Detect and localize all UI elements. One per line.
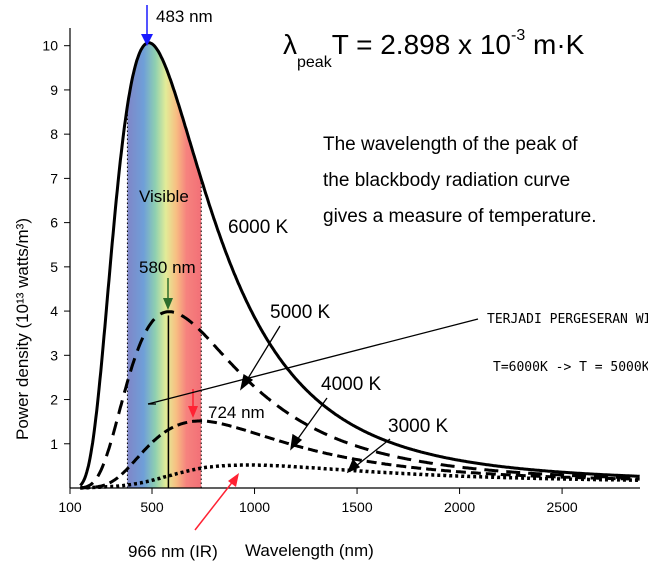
label-3000k: 3000 K bbox=[388, 416, 449, 437]
y-tick-label: 4 bbox=[50, 303, 58, 319]
note-pointer-line bbox=[147, 318, 479, 405]
x-tick-label: 2000 bbox=[444, 499, 475, 515]
note-line-1: TERJADI PERGESERAN WIEN bbox=[487, 312, 648, 327]
peak-label-580: 580 nm bbox=[139, 258, 196, 277]
label-6000k: 6000 K bbox=[228, 217, 289, 238]
y-tick-label: 9 bbox=[50, 82, 58, 98]
formula-unit: m·K bbox=[525, 29, 584, 60]
note-line-2: T=6000K -> T = 5000K bbox=[493, 360, 648, 375]
series-3000k bbox=[80, 463, 640, 490]
y-axis-label: Power density (10¹³ watts/m³) bbox=[13, 218, 32, 440]
y-ticks: 1 2 3 4 5 6 7 8 9 10 bbox=[42, 38, 70, 452]
peak-label-724: 724 nm bbox=[208, 403, 265, 422]
formula-lambda: λ bbox=[283, 29, 297, 60]
series-6000k bbox=[79, 41, 640, 487]
formula-body: T = 2.898 x 10 bbox=[332, 29, 511, 60]
y-tick-label: 6 bbox=[50, 215, 58, 231]
y-tick-label: 8 bbox=[50, 126, 58, 142]
peak-label-483: 483 nm bbox=[156, 7, 213, 26]
series-5000k bbox=[80, 310, 640, 490]
y-tick-label: 2 bbox=[50, 392, 58, 408]
label-5000k: 5000 K bbox=[270, 302, 331, 323]
x-axis-label: Wavelength (nm) bbox=[245, 541, 374, 560]
wien-formula: λpeakT = 2.898 x 10-3 m·K bbox=[283, 27, 585, 71]
y-tick-label: 1 bbox=[50, 436, 58, 452]
label-4000k: 4000 K bbox=[321, 374, 382, 395]
y-tick-label: 10 bbox=[42, 38, 58, 54]
visible-label: Visible bbox=[139, 187, 189, 206]
peak-label-966: 966 nm (IR) bbox=[128, 542, 218, 561]
y-tick-label: 7 bbox=[50, 170, 58, 186]
series-4000k bbox=[80, 419, 640, 490]
x-tick-label: 1000 bbox=[239, 499, 270, 515]
peak-marker-580 bbox=[163, 278, 173, 310]
peak-marker-483 bbox=[141, 5, 153, 46]
description-line-3: gives a measure of temperature. bbox=[323, 206, 597, 227]
x-tick-label: 1500 bbox=[341, 499, 372, 515]
x-tick-label: 100 bbox=[58, 499, 82, 515]
description-line-2: the blackbody radiation curve bbox=[323, 170, 570, 191]
description-line-1: The wavelength of the peak of bbox=[323, 134, 578, 155]
formula-exponent: -3 bbox=[511, 27, 525, 44]
peak-marker-966 bbox=[194, 473, 239, 531]
y-tick-label: 5 bbox=[50, 259, 58, 275]
formula-subscript: peak bbox=[297, 54, 333, 71]
y-tick-label: 3 bbox=[50, 347, 58, 363]
label-pointers bbox=[239, 325, 391, 474]
x-tick-label: 500 bbox=[140, 499, 164, 515]
x-ticks: 100 500 1000 1500 2000 2500 bbox=[58, 488, 578, 515]
x-tick-label: 2500 bbox=[547, 499, 578, 515]
